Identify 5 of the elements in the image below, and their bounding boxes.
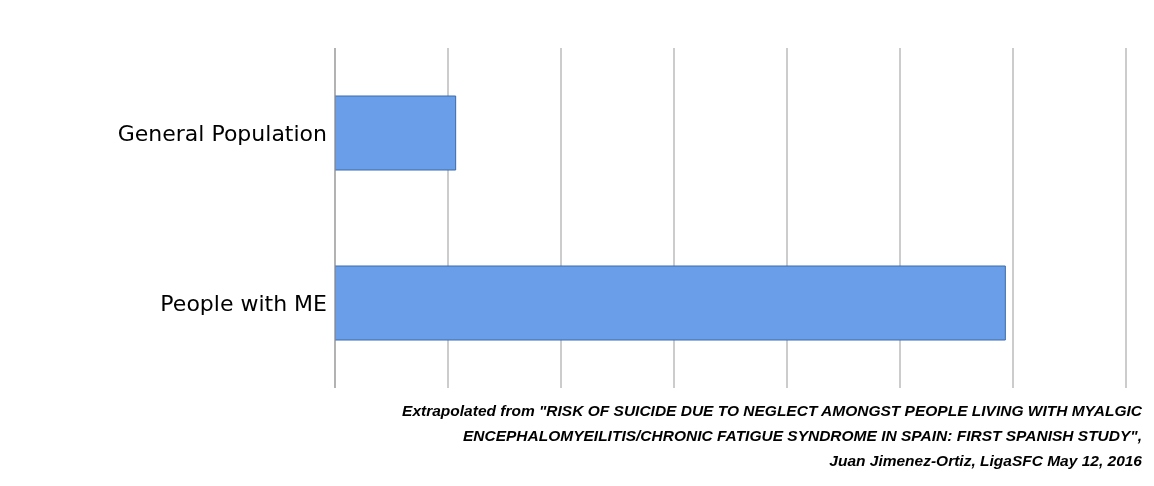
text: Juan Jimenez-Ortiz, LigaSFC May 12, 2016	[828, 451, 1142, 471]
text: ENCEPHALOMYEILITIS/CHRONIC FATIGUE SYNDROME IN SPAIN: FIRST SPANISH STUDY",	[461, 426, 1142, 446]
y-tick-label: People with ME	[160, 290, 327, 316]
y-tick-label: General Population	[117, 120, 327, 146]
text: Extrapolated from "RISK OF SUICIDE DUE TO NEGLECT AMONGST PEOPLE LIVING WITH MYALGIC	[401, 401, 1142, 421]
